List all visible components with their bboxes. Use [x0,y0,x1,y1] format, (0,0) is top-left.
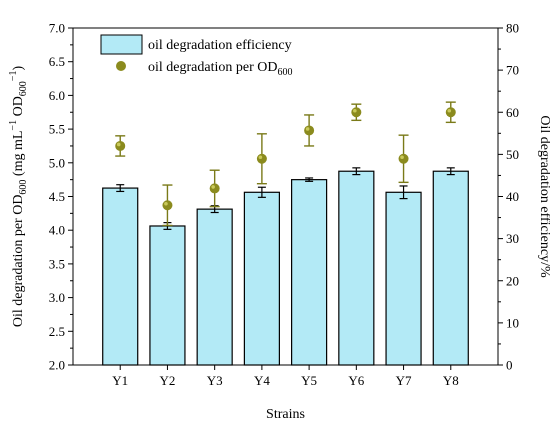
bar-Y2 [149,225,186,366]
x-axis-title: Strains [266,407,305,422]
right-tick-label-30: 30 [506,231,519,246]
bar-Y3 [196,208,233,366]
point-highlight-Y3 [211,185,215,189]
left-tick-label-7.0: 7.0 [49,21,65,36]
point-Y8 [445,107,456,118]
point-highlight-Y5 [305,127,310,131]
x-tick-label-Y7: Y7 [396,373,412,388]
x-tick-label-Y5: Y5 [301,373,317,388]
left-tick-label-4.0: 4.0 [49,223,65,238]
right-tick-label-80: 80 [506,21,519,36]
left-tick-label-3.5: 3.5 [49,256,65,271]
legend-bar-label: oil degradation efficiency [148,38,292,53]
point-Y1 [115,140,126,151]
points-group [115,101,456,227]
legend-bar-swatch [100,34,143,55]
bar-Y1 [102,187,139,366]
right-tick-label-10: 10 [506,315,519,330]
x-tick-label-Y2: Y2 [159,373,175,388]
point-Y4 [256,153,267,164]
point-highlight-Y2 [164,201,168,206]
point-highlight-Y4 [258,155,263,160]
legend-point-label: oil degradation per OD600 [148,60,292,78]
left-tick-label-5.0: 5.0 [49,155,65,170]
x-tick-label-Y3: Y3 [207,373,223,388]
point-Y2 [162,200,173,211]
left-tick-label-4.5: 4.5 [49,189,65,204]
x-tick-label-Y8: Y8 [443,373,459,388]
point-Y7 [398,153,409,164]
x-tick-label-Y1: Y1 [112,373,128,388]
left-tick-label-2.5: 2.5 [49,324,65,339]
bar-Y5 [291,179,328,366]
right-tick-label-0: 0 [506,358,513,373]
right-tick-label-20: 20 [506,273,519,288]
bar-Y7 [385,191,422,366]
point-highlight-Y8 [447,108,452,113]
left-y-axis-title: Oil degradation per OD600 (mg mL−1 OD600… [8,66,29,328]
point-Y3 [209,183,220,194]
left-tick-label-6.0: 6.0 [49,88,65,103]
right-tick-label-60: 60 [506,105,519,120]
point-highlight-Y1 [116,142,121,147]
legend: oil degradation efficiency oil degradati… [100,34,292,78]
right-axis-ticks: 0 10 20 30 40 50 60 70 80 [498,21,519,373]
legend-point-swatch [116,61,126,71]
x-axis-ticks: Y1 Y2 Y3 Y4 Y5 Y6 Y7 Y8 [112,365,459,388]
bar-Y8 [432,170,469,366]
bar-Y6 [338,170,375,366]
left-tick-label-2.0: 2.0 [49,358,65,373]
point-Y6 [351,107,362,118]
point-highlight-Y6 [353,108,357,113]
left-axis-ticks: 2.0 2.5 3.0 3.5 4.0 4.5 5.0 5.5 6.0 6.5 7.0 [49,21,73,373]
left-tick-label-6.5: 6.5 [49,54,65,69]
right-tick-label-50: 50 [506,147,519,162]
x-tick-label-Y4: Y4 [254,373,270,388]
bar-Y4 [243,191,280,366]
right-tick-label-70: 70 [506,63,519,78]
left-tick-label-3.0: 3.0 [49,290,65,305]
point-highlight-Y7 [400,155,404,160]
right-tick-label-40: 40 [506,189,519,204]
bars-group [102,167,469,366]
x-tick-label-Y6: Y6 [348,373,364,388]
left-tick-label-5.5: 5.5 [49,122,65,137]
point-Y5 [304,125,315,136]
right-y-axis-title: Oil degradation efficiency/% [537,115,550,278]
